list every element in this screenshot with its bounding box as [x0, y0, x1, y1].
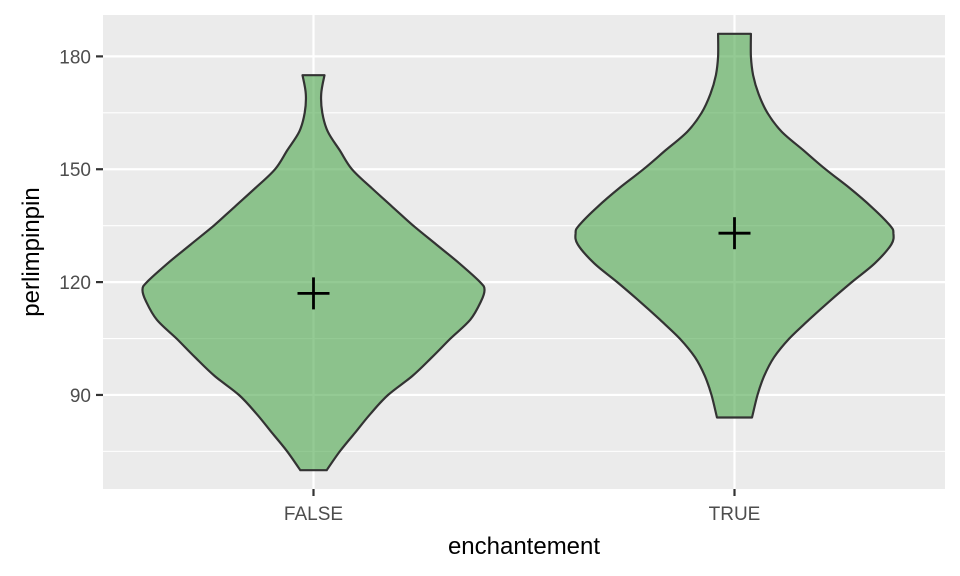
y-tick-label: 120	[59, 273, 91, 294]
mean-markers	[297, 217, 751, 310]
mean-marker-true	[718, 217, 751, 250]
violin-false	[141, 74, 486, 472]
y-tick-label: 90	[70, 386, 91, 407]
y-tick-label: 180	[59, 47, 91, 68]
mean-marker-false	[297, 277, 330, 310]
y-tick-label: 150	[59, 160, 91, 181]
x-axis: FALSE TRUE	[284, 489, 760, 525]
y-axis-title: perlimpinpin	[18, 187, 45, 316]
y-axis: 90 120 150 180	[59, 47, 103, 407]
x-axis-title: enchantement	[448, 533, 600, 560]
x-tick-label: FALSE	[284, 504, 343, 525]
x-tick-label: TRUE	[709, 504, 761, 525]
